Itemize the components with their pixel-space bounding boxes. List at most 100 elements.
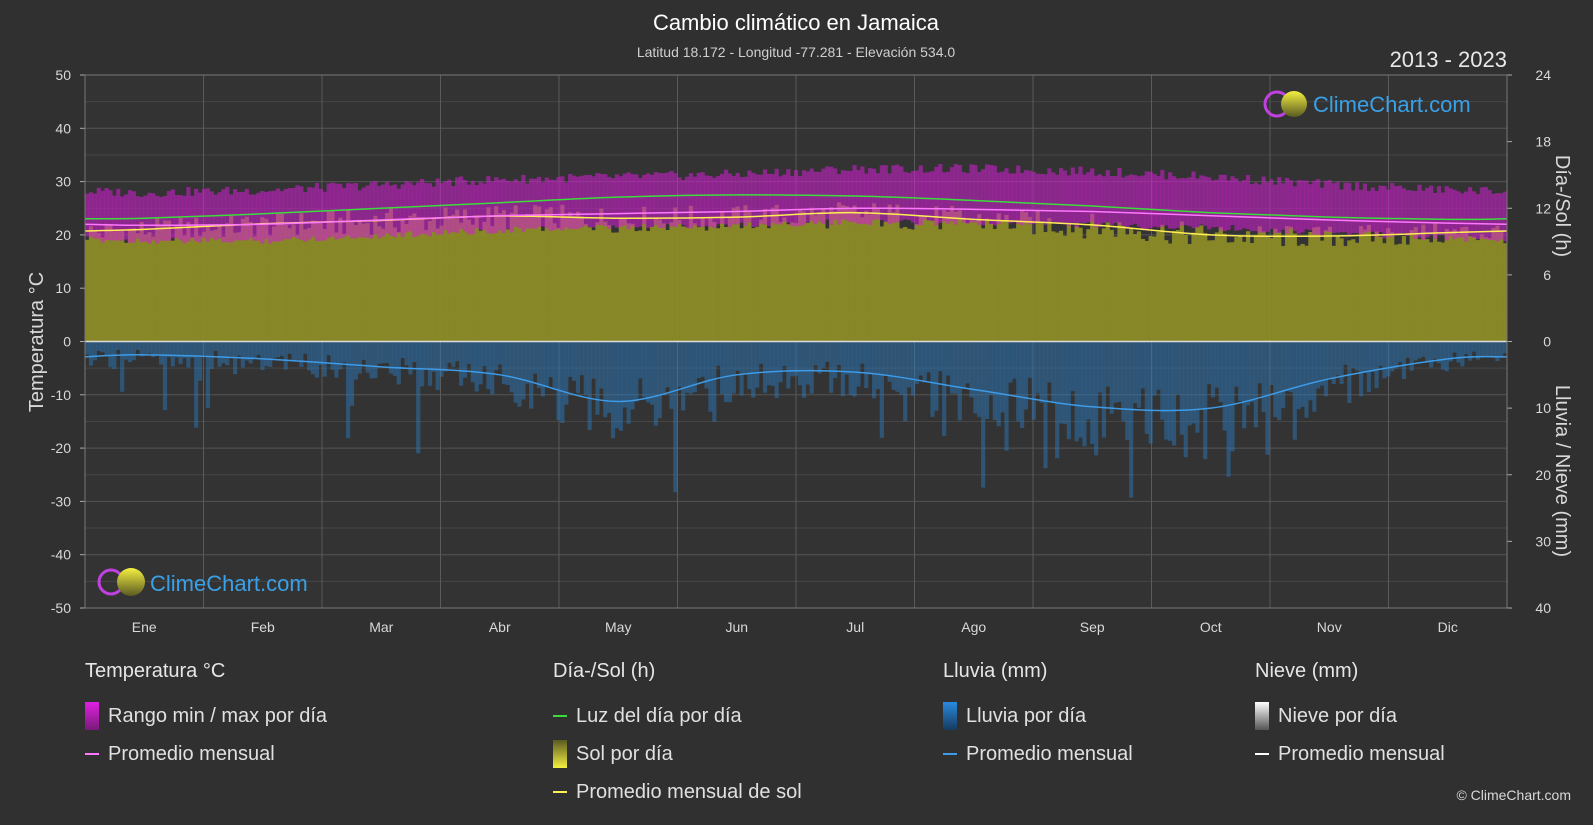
rain-day-bar	[1199, 341, 1204, 409]
sunshine-day-bar	[1296, 245, 1301, 342]
temp-range-day-bar	[256, 192, 261, 241]
sunshine-day-bar	[205, 226, 210, 342]
left-tick-label: -10	[51, 387, 71, 403]
rain-day-bar	[143, 341, 148, 356]
temp-range-day-bar	[159, 197, 164, 241]
sunshine-day-bar	[240, 218, 246, 342]
sunshine-day-bar	[529, 214, 534, 342]
rain-day-bar	[291, 341, 296, 361]
logo-globe-icon	[1281, 91, 1307, 117]
rain-day-bar	[1175, 341, 1181, 395]
sunshine-day-bar	[1366, 224, 1371, 342]
sunshine-day-bar	[809, 207, 814, 342]
sunshine-day-bar	[1113, 236, 1118, 342]
temp-range-day-bar	[1171, 176, 1177, 229]
rain-day-bar	[447, 341, 452, 363]
temp-range-day-bar	[505, 180, 510, 229]
sunshine-day-bar	[459, 222, 464, 342]
sunshine-day-bar	[599, 208, 604, 342]
sunshine-day-bar	[1382, 243, 1387, 342]
brand-logo-top: ClimeChart.com	[1263, 90, 1471, 118]
sunshine-day-bar	[1316, 226, 1321, 342]
temp-range-day-bar	[494, 177, 499, 234]
rain-day-bar	[1374, 341, 1379, 389]
left-axis-label: Temperatura °C	[26, 272, 48, 412]
rain-day-bar	[1281, 341, 1286, 409]
temp-range-day-bar	[1312, 180, 1317, 235]
temp-range-day-bar	[638, 178, 643, 227]
sunshine-day-bar	[248, 222, 253, 342]
rain-day-bar	[1090, 341, 1095, 444]
sunshine-day-bar	[1222, 233, 1227, 342]
sunshine-day-bar	[739, 228, 744, 342]
sunshine-day-bar	[747, 211, 752, 342]
temp-range-day-bar	[1043, 174, 1048, 225]
sunshine-day-bar	[996, 213, 1001, 342]
temp-range-day-bar	[427, 183, 433, 237]
rain-day-bar	[848, 341, 853, 396]
rain-day-bar	[310, 341, 316, 375]
sunshine-day-bar	[930, 220, 935, 342]
sunshine-day-bar	[1394, 244, 1399, 342]
sunshine-day-bar	[1300, 243, 1305, 342]
sunshine-day-bar	[447, 216, 452, 342]
legend-item-rain: Lluvia por día	[943, 697, 1133, 735]
temp-range-day-bar	[213, 194, 218, 241]
temp-range-day-bar	[92, 193, 97, 239]
sunshine-day-bar	[1397, 243, 1403, 342]
rain-day-bar	[1284, 341, 1290, 392]
sunshine-day-bar	[860, 217, 865, 342]
sunshine-day-bar	[501, 210, 507, 342]
rain-avg-swatch	[943, 753, 957, 755]
sunshine-day-bar	[1444, 228, 1449, 342]
rain-day-bar	[720, 341, 725, 395]
sunshine-day-bar	[209, 230, 214, 342]
sunshine-day-bar	[774, 204, 779, 342]
rain-day-bar	[595, 341, 600, 415]
sunshine-day-bar	[474, 215, 479, 342]
rain-day-bar	[357, 341, 362, 374]
rain-day-bar	[361, 341, 366, 360]
temp-range-day-bar	[899, 166, 904, 221]
temp-range-day-bar	[1218, 174, 1223, 231]
temp-range-day-bar	[1421, 190, 1426, 240]
rain-day-bar	[821, 341, 826, 368]
rain-day-bar	[1238, 341, 1243, 401]
rain-day-bar	[712, 341, 717, 422]
sunshine-day-bar	[1230, 242, 1235, 342]
temp-range-day-bar	[88, 192, 94, 237]
rain-day-bar	[731, 341, 736, 394]
sunshine-day-bar	[708, 218, 713, 342]
sunshine-day-bar	[225, 223, 230, 342]
sunshine-day-bar	[1000, 220, 1005, 342]
temp-range-day-bar	[1121, 177, 1126, 226]
temp-range-day-bar	[1460, 193, 1465, 238]
temp-range-day-bar	[992, 165, 997, 226]
rain-day-bar	[1012, 341, 1017, 379]
rain-day-bar	[1027, 341, 1033, 378]
legend-heading-snow: Nieve (mm)	[1255, 660, 1359, 682]
temp-range-day-bar	[696, 172, 701, 227]
rain-day-bar	[1113, 341, 1118, 403]
rain-day-bar	[1339, 341, 1344, 384]
logo-globe-icon	[117, 568, 145, 596]
sunshine-day-bar	[314, 221, 320, 342]
rain-day-bar	[1335, 341, 1340, 376]
rain-day-bar	[540, 341, 546, 397]
rain-day-bar	[704, 341, 709, 389]
rain-day-bar	[1319, 341, 1325, 386]
sunshine-day-bar	[603, 221, 608, 342]
temp-range-day-bar	[486, 176, 491, 234]
legend-item-temp-avg: Promedio mensual	[85, 735, 327, 773]
legend-heading-temperature: Temperatura °C	[85, 660, 226, 682]
temp-range-day-bar	[478, 182, 483, 230]
sunshine-day-bar	[692, 223, 697, 342]
sunshine-day-bar	[1195, 227, 1200, 342]
rain-day-bar	[1343, 341, 1348, 365]
sunshine-day-bar	[1319, 240, 1325, 342]
sunshine-day-bar	[665, 230, 670, 342]
rain-day-bar	[505, 341, 510, 386]
temp-range-day-bar	[903, 171, 908, 220]
sunshine-day-bar	[700, 218, 705, 342]
sunshine-day-bar	[1429, 242, 1434, 342]
